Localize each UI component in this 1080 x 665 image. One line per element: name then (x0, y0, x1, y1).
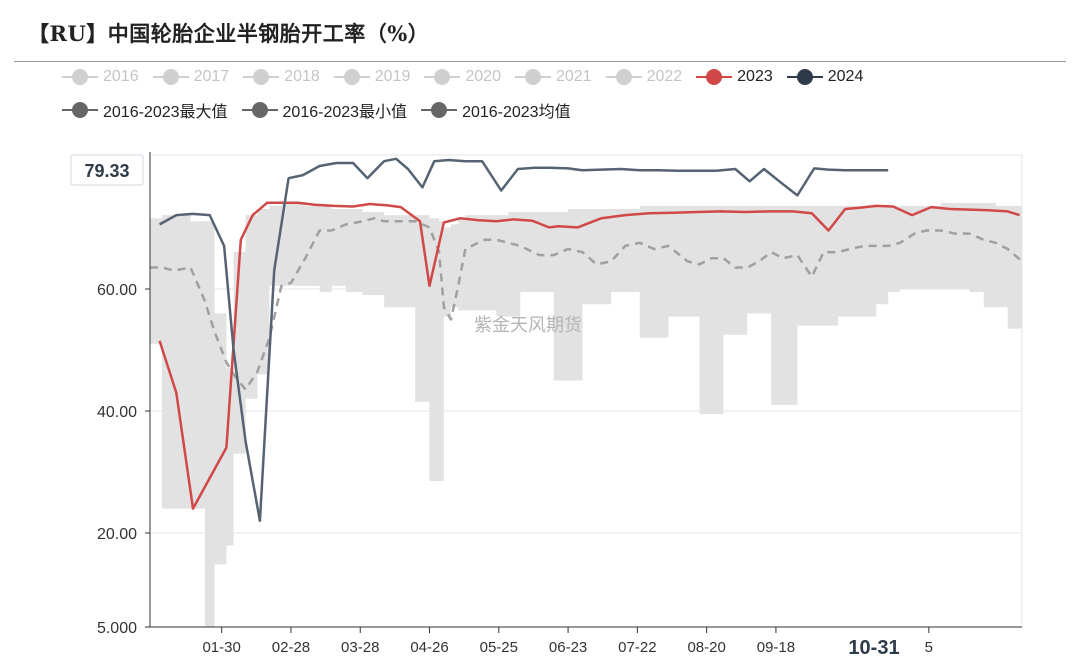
x-tick-label: 08-20 (687, 639, 725, 656)
legend-label: 2016-2023最大值 (103, 104, 228, 121)
legend-item-2019[interactable]: 2019 (333, 66, 411, 88)
legend-item-2016[interactable]: 2016 (62, 66, 139, 88)
x-tick-label: 04-26 (410, 639, 448, 656)
x-tick-label: 05-25 (480, 639, 518, 656)
legend-marker-icon (424, 67, 461, 87)
legend-row-stats: 2016-2023最大值 2016-2023最小值 2016-2023均值 (62, 99, 585, 121)
series-line-2024 (158, 157, 889, 523)
legend-label: 2017 (193, 68, 230, 85)
y-highlight-value: 79.33 (84, 161, 129, 181)
title-divider (14, 61, 1066, 62)
legend-item-2016-2023最大值[interactable]: 2016-2023最大值 (62, 99, 228, 121)
legend-marker-icon (786, 67, 823, 87)
x-tick-label: 5 (925, 639, 933, 656)
y-highlight-badge (70, 154, 144, 186)
legend-label: 2019 (374, 68, 411, 85)
legend-label: 2016-2023最小值 (282, 104, 408, 121)
legend-item-2021[interactable]: 2021 (514, 66, 592, 88)
watermark-text: 紫金天风期货 (474, 315, 582, 336)
legend-marker-icon (152, 67, 189, 87)
legend-marker-icon (62, 67, 98, 87)
series-line-2023 (158, 201, 1020, 510)
legend-label: 2020 (465, 68, 501, 85)
legend-item-2024[interactable]: 2024 (786, 66, 864, 88)
legend-label: 2021 (555, 68, 592, 85)
legend-marker-icon (241, 100, 278, 120)
legend-label: 2018 (284, 68, 320, 85)
x-tick-label: 07-22 (618, 639, 656, 656)
x-tick-label: 02-28 (272, 639, 310, 656)
x-highlight-label: 10-31 (848, 637, 899, 659)
legend-label: 2024 (827, 68, 864, 85)
legend-marker-icon (62, 100, 98, 120)
legend-item-2020[interactable]: 2020 (424, 66, 501, 88)
x-tick-label: 09-18 (757, 639, 795, 656)
y-tick-label: 40.00 (97, 404, 137, 421)
legend-marker-icon (243, 67, 280, 87)
legend-item-2018[interactable]: 2018 (243, 66, 320, 88)
legend-marker-icon (514, 67, 551, 87)
legend-item-2023[interactable]: 2023 (696, 66, 773, 88)
legend-marker-icon (605, 67, 642, 87)
legend-marker-icon (333, 67, 370, 87)
y-tick-label: 20.00 (97, 526, 137, 543)
x-tick-label: 03-28 (341, 639, 379, 656)
minmax-band (150, 202, 1022, 627)
legend-item-2016-2023均值[interactable]: 2016-2023均值 (421, 99, 571, 121)
legend-item-2017[interactable]: 2017 (152, 66, 230, 88)
y-tick-label: 60.00 (97, 282, 137, 299)
legend-label: 2023 (737, 68, 773, 85)
legend-item-2016-2023最小值[interactable]: 2016-2023最小值 (241, 99, 408, 121)
x-tick-label: 06-23 (549, 639, 587, 656)
legend-label: 2022 (646, 68, 683, 85)
legend-row-years: 2016 2017 2018 2019 2020 2021 2022 2023 2024 (62, 66, 877, 88)
chart-title: 【RU】中国轮胎企业半钢胎开工率（%） (28, 21, 430, 46)
legend-marker-icon (421, 100, 458, 120)
legend-item-2022[interactable]: 2022 (605, 66, 683, 88)
legend-label: 2016-2023均值 (462, 104, 571, 121)
legend-label: 2016 (103, 68, 139, 85)
legend-marker-icon (696, 67, 733, 87)
x-tick-label: 01-30 (202, 639, 240, 656)
y-tick-label: 5.000 (97, 620, 137, 637)
series-line-2016-2023均值 (150, 216, 1023, 391)
